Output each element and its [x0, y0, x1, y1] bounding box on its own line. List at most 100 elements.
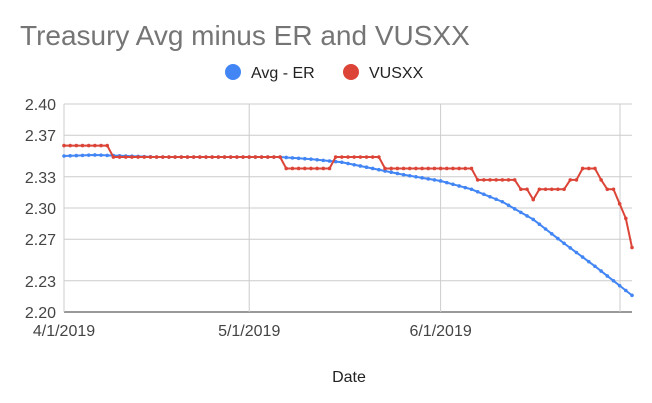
- data-point: [525, 187, 529, 192]
- data-point: [605, 274, 610, 278]
- data-point: [414, 166, 418, 171]
- data-point: [370, 155, 375, 159]
- data-point: [327, 166, 332, 171]
- plot-area: [62, 143, 634, 298]
- data-point: [531, 197, 536, 202]
- data-point: [228, 155, 233, 159]
- data-point: [525, 214, 529, 218]
- data-point: [414, 175, 418, 179]
- data-point: [420, 166, 424, 171]
- data-point: [537, 187, 542, 192]
- data-point: [74, 153, 79, 158]
- series-line-avg-er: [63, 153, 633, 297]
- x-tick-label: 4/1/2019: [33, 323, 95, 340]
- data-point: [346, 161, 350, 166]
- data-point: [599, 178, 603, 182]
- data-point: [395, 171, 400, 176]
- data-point: [407, 173, 412, 178]
- data-point: [68, 143, 72, 148]
- y-tick-label: 2.33: [25, 170, 56, 187]
- data-point: [86, 143, 91, 148]
- data-point: [457, 166, 461, 171]
- data-point: [482, 178, 486, 182]
- data-point: [543, 227, 548, 231]
- data-point: [624, 288, 628, 293]
- data-point: [290, 156, 295, 160]
- data-point: [80, 143, 85, 148]
- chart-title: Treasury Avg minus ER and VUSXX: [20, 20, 470, 51]
- data-point: [123, 155, 128, 159]
- data-point: [352, 155, 356, 159]
- data-point: [568, 178, 573, 182]
- data-point: [136, 155, 140, 159]
- data-point: [253, 155, 258, 159]
- data-point: [222, 155, 227, 159]
- data-point: [315, 166, 319, 171]
- data-point: [580, 255, 585, 259]
- data-point: [605, 187, 610, 192]
- data-point: [346, 155, 350, 159]
- data-point: [593, 166, 597, 171]
- data-point: [321, 158, 326, 163]
- data-point: [327, 159, 332, 163]
- data-point: [111, 155, 116, 159]
- data-point: [377, 155, 381, 159]
- data-point: [284, 155, 289, 160]
- data-point: [296, 166, 301, 171]
- data-point: [432, 178, 437, 182]
- data-point: [630, 245, 634, 250]
- data-point: [235, 155, 239, 159]
- data-point: [370, 166, 375, 171]
- data-point: [154, 155, 159, 159]
- data-point: [74, 143, 79, 148]
- data-point: [364, 155, 369, 159]
- legend-label-vusxx[interactable]: VUSXX: [369, 65, 424, 82]
- data-point: [315, 157, 319, 162]
- data-point: [130, 155, 134, 159]
- data-point: [278, 155, 282, 159]
- data-point: [599, 269, 603, 273]
- series-line-vusxx: [64, 144, 633, 248]
- data-point: [191, 155, 196, 159]
- data-point: [432, 166, 437, 171]
- data-point: [451, 182, 455, 187]
- x-axis-ticks: 4/1/2019 5/1/2019 6/1/2019: [33, 323, 472, 340]
- data-point: [383, 166, 387, 171]
- data-point: [105, 143, 110, 148]
- data-point: [173, 155, 177, 159]
- data-point: [426, 166, 431, 171]
- data-point: [68, 153, 72, 158]
- data-point: [389, 170, 394, 175]
- data-point: [340, 160, 344, 165]
- data-point: [519, 187, 523, 192]
- data-point: [531, 217, 536, 222]
- data-point: [302, 166, 307, 171]
- data-point: [488, 178, 492, 182]
- x-tick-label: 5/1/2019: [218, 323, 280, 340]
- data-point: [160, 155, 165, 159]
- data-point: [512, 178, 517, 182]
- data-point: [500, 199, 505, 204]
- data-point: [586, 166, 591, 171]
- data-point: [93, 153, 97, 157]
- data-point: [105, 153, 110, 158]
- legend-marker-vusxx: [343, 64, 359, 80]
- data-point: [99, 153, 103, 157]
- data-point: [80, 153, 85, 158]
- data-point: [179, 155, 184, 159]
- data-point: [537, 222, 542, 227]
- x-gridlines: [63, 104, 621, 312]
- data-point: [482, 192, 486, 197]
- data-point: [451, 166, 455, 171]
- data-point: [185, 155, 190, 159]
- data-point: [444, 180, 449, 185]
- data-point: [290, 166, 295, 171]
- data-point: [444, 166, 449, 171]
- legend: Avg - ER VUSXX: [225, 64, 424, 82]
- data-point: [568, 246, 573, 250]
- legend-label-avg-er[interactable]: Avg - ER: [251, 65, 315, 82]
- data-point: [167, 155, 171, 159]
- data-point: [389, 166, 394, 171]
- data-point: [420, 176, 424, 180]
